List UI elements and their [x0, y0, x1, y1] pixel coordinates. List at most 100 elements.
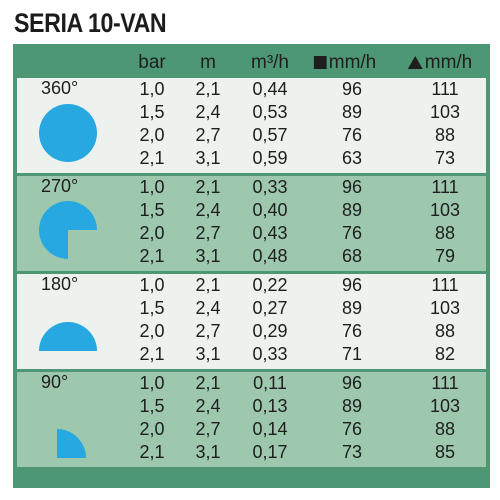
cell-square-rate: 96 — [341, 177, 363, 197]
cell-bar: 2,0 — [139, 419, 165, 439]
cell-bar: 1,0 — [139, 79, 165, 99]
cell-bar: 2,1 — [139, 148, 165, 168]
cell-square-rate: 76 — [341, 419, 363, 439]
cell-square-rate: 89 — [341, 396, 363, 416]
cell-triangle-rate: 111 — [431, 177, 459, 197]
cell-square-rate: 76 — [341, 125, 363, 145]
cell-m: 2,4 — [195, 102, 221, 122]
cell-bar: 2,1 — [139, 246, 165, 266]
header-bar: bar — [138, 52, 166, 73]
angle-label: 180° — [41, 274, 79, 294]
cell-flow: 0,43 — [252, 223, 288, 243]
table-header: bar m m³/h mm/h mm/h — [17, 48, 486, 78]
cell-flow: 0,17 — [252, 442, 288, 462]
triangle-icon — [407, 56, 423, 70]
cell-flow: 0,14 — [252, 419, 288, 439]
page-title: SERIA 10-VAN — [14, 8, 167, 38]
cell-triangle-rate: 82 — [434, 344, 456, 364]
cell-square-rate: 63 — [341, 148, 363, 168]
cell-flow: 0,13 — [252, 396, 288, 416]
cell-bar: 1,5 — [139, 396, 165, 416]
cell-m: 2,1 — [195, 373, 221, 393]
table-group: 180° 1,0 2,1 0,22 96 111 1,5 2,4 0,27 89 103 2,0 2,7… — [17, 274, 486, 369]
header-flow: m³/h — [251, 52, 289, 73]
cell-bar: 1,5 — [139, 102, 165, 122]
cell-square-rate: 68 — [341, 246, 363, 266]
cell-flow: 0,59 — [252, 148, 288, 168]
cell-triangle-rate: 103 — [429, 298, 461, 318]
cell-m: 3,1 — [195, 344, 221, 364]
cell-m: 2,7 — [195, 125, 221, 145]
cell-flow: 0,53 — [252, 102, 288, 122]
cell-flow: 0,11 — [253, 373, 287, 393]
cell-bar: 1,0 — [139, 275, 165, 295]
cell-flow: 0,33 — [252, 344, 288, 364]
cell-m: 3,1 — [195, 148, 221, 168]
cell-triangle-rate: 88 — [434, 419, 456, 439]
header-square-rate: mm/h — [313, 52, 377, 74]
angle-label: 270° — [41, 176, 79, 196]
cell-m: 2,1 — [195, 275, 221, 295]
cell-square-rate: 76 — [341, 223, 363, 243]
cell-flow: 0,22 — [252, 275, 288, 295]
cell-flow: 0,48 — [252, 246, 288, 266]
cell-m: 2,4 — [195, 396, 221, 416]
cell-m: 2,1 — [195, 177, 221, 197]
cell-flow: 0,57 — [252, 125, 288, 145]
cell-triangle-rate: 88 — [434, 125, 456, 145]
table-group: 90° 1,0 2,1 0,11 96 111 1,5 2,4 0,13 89 103 2,0 2,7 0… — [17, 372, 486, 467]
half-circle-icon — [39, 322, 97, 351]
cell-triangle-rate: 85 — [434, 442, 456, 462]
cell-bar: 1,5 — [139, 200, 165, 220]
angle-label: 90° — [41, 372, 69, 392]
cell-triangle-rate: 73 — [434, 148, 456, 168]
cell-flow: 0,29 — [252, 321, 288, 341]
cell-triangle-rate: 88 — [434, 223, 456, 243]
cell-m: 2,7 — [195, 223, 221, 243]
cell-bar: 2,0 — [139, 321, 165, 341]
header-square-rate-label: mm/h — [328, 52, 377, 73]
cell-triangle-rate: 111 — [431, 275, 459, 295]
cell-m: 2,4 — [195, 298, 221, 318]
cell-triangle-rate: 88 — [434, 321, 456, 341]
cell-triangle-rate: 111 — [431, 373, 459, 393]
cell-square-rate: 76 — [341, 321, 363, 341]
cell-bar: 1,0 — [139, 373, 165, 393]
cell-triangle-rate: 103 — [429, 200, 461, 220]
full-circle-icon — [39, 104, 97, 162]
cell-triangle-rate: 79 — [434, 246, 456, 266]
cell-square-rate: 89 — [341, 200, 363, 220]
cell-square-rate: 96 — [341, 373, 363, 393]
cell-square-rate: 89 — [341, 102, 363, 122]
spec-table: bar m m³/h mm/h mm/h 360° 1,0 2,1 0,44 96 111… — [13, 44, 490, 488]
cell-square-rate: 89 — [341, 298, 363, 318]
cell-bar: 1,5 — [139, 298, 165, 318]
quarter-circle-icon — [57, 429, 86, 458]
cell-triangle-rate: 111 — [431, 79, 459, 99]
cell-bar: 2,1 — [139, 344, 165, 364]
cell-m: 2,1 — [195, 79, 221, 99]
header-triangle-rate-label: mm/h — [424, 52, 473, 73]
header-m: m — [200, 52, 216, 73]
header-triangle-rate: mm/h — [407, 52, 473, 74]
cell-square-rate: 96 — [341, 79, 363, 99]
cell-m: 2,4 — [195, 200, 221, 220]
cell-bar: 2,0 — [139, 223, 165, 243]
cell-flow: 0,33 — [252, 177, 288, 197]
table-group: 360° 1,0 2,1 0,44 96 111 1,5 2,4 0,53 89 103 2,0 2,7… — [17, 78, 486, 173]
cell-square-rate: 71 — [341, 344, 363, 364]
cell-square-rate: 96 — [341, 275, 363, 295]
square-icon — [313, 56, 327, 70]
cell-bar: 2,0 — [139, 125, 165, 145]
cell-m: 3,1 — [195, 246, 221, 266]
three-quarter-circle-icon — [39, 201, 97, 259]
cell-flow: 0,40 — [252, 200, 288, 220]
cell-bar: 2,1 — [139, 442, 165, 462]
cell-triangle-rate: 103 — [429, 396, 461, 416]
angle-label: 360° — [41, 78, 79, 98]
cell-m: 3,1 — [195, 442, 221, 462]
cell-bar: 1,0 — [139, 177, 165, 197]
cell-flow: 0,44 — [252, 79, 288, 99]
cell-flow: 0,27 — [252, 298, 288, 318]
cell-m: 2,7 — [195, 321, 221, 341]
